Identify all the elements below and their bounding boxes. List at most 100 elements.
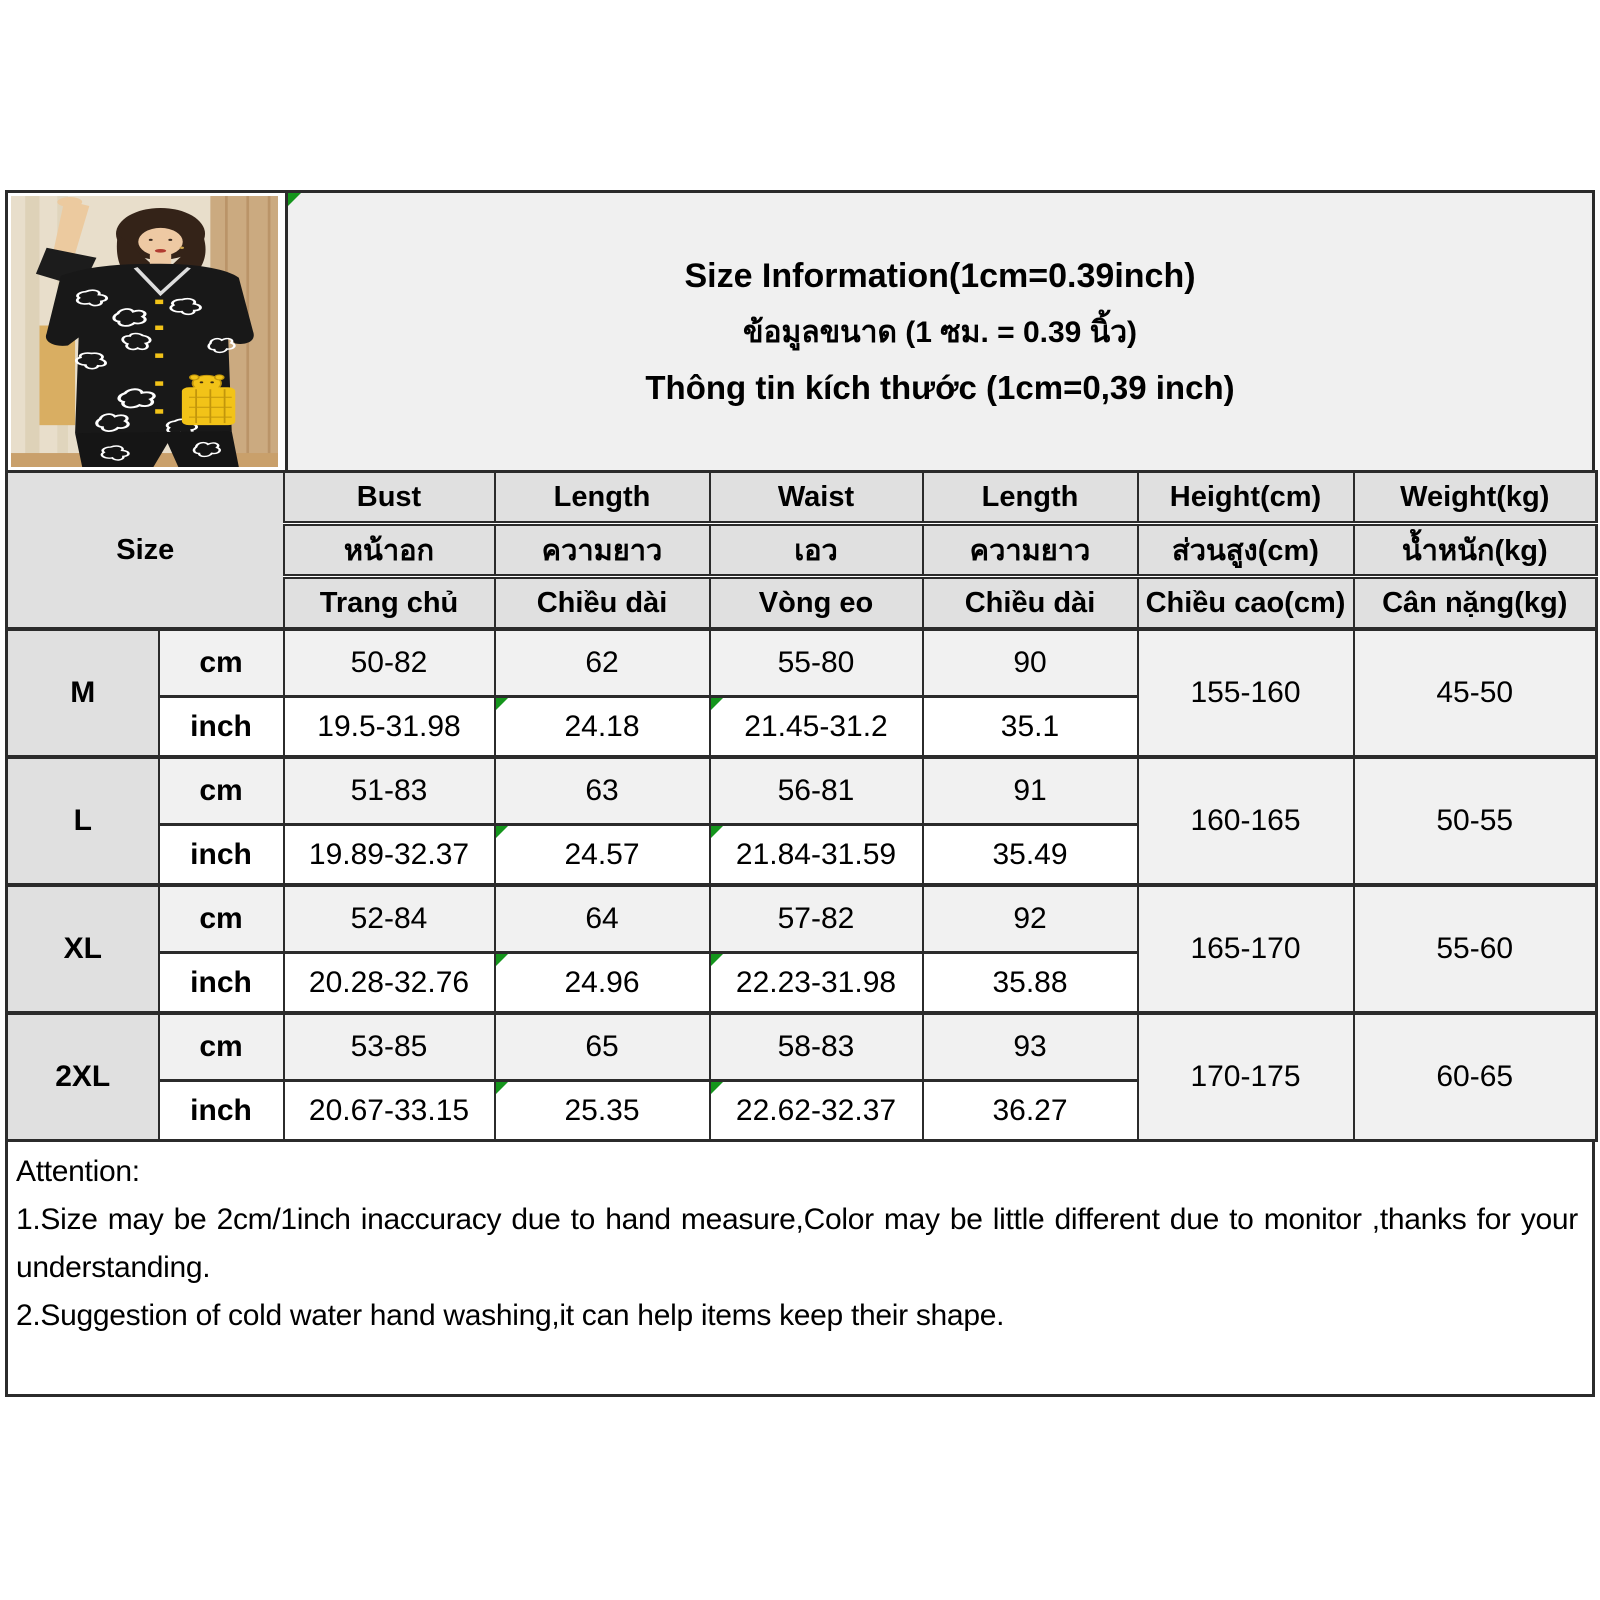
size-label-2xl: 2XL — [5, 1011, 160, 1142]
size-row-l-cm: L cm 51-83 63 56-81 91 160-165 50-55 — [5, 755, 1598, 886]
size-row-l-inch: inch 19.89-32.37 24.57 21.84-31.59 35.49 — [7, 823, 1597, 886]
green-corner-marker-icon — [711, 827, 723, 838]
value-cell-text: 24.96 — [564, 965, 640, 999]
size-row-xl-cm: XL cm 52-84 64 57-82 92 165-170 55-60 — [5, 883, 1598, 1014]
size-chart-content: COMFY PAJAMAS BRING GOOD SLEEP — [5, 190, 1598, 1397]
header-row-english: Size Bust Length Waist Length Height(cm)… — [5, 470, 1598, 630]
value-cell: 65 — [493, 1011, 711, 1082]
value-cell: 50-82 — [282, 627, 496, 698]
value-cell-text: 21.45-31.2 — [744, 709, 888, 743]
excel-corner-marker-icon — [288, 193, 301, 206]
value-cell: 19.5-31.98 — [282, 695, 496, 758]
yellow-bear-patch — [181, 374, 236, 426]
value-cell: 62 — [493, 627, 711, 698]
green-corner-marker-icon — [711, 1083, 723, 1094]
attention-note-2: 2.Suggestion of cold water hand washing,… — [16, 1299, 1005, 1332]
weight-cell-m: 45-50 — [1352, 627, 1598, 758]
unit-cm-cell: cm — [157, 883, 285, 954]
header-top-length-en: Length — [493, 470, 711, 525]
value-cell: 24.96 — [493, 951, 711, 1014]
value-cell: 21.45-31.2 — [708, 695, 924, 758]
value-cell-text: 25.35 — [564, 1093, 640, 1127]
title-vietnamese: Thông tin kích thước (1cm=0,39 inch) — [645, 368, 1235, 406]
value-cell-text: 21.84-31.59 — [735, 837, 897, 871]
value-cell: 20.67-33.15 — [282, 1079, 496, 1142]
attention-note-1: 1.Size may be 2cm/1inch inaccuracy due t… — [16, 1203, 1578, 1284]
value-cell: 19.89-32.37 — [282, 823, 496, 886]
value-cell: 93 — [921, 1011, 1139, 1082]
header-pants-length-en: Length — [921, 470, 1139, 525]
header-height-en: Height(cm) — [1136, 470, 1355, 525]
value-cell: 25.35 — [493, 1079, 711, 1142]
size-row-m-inch: inch 19.5-31.98 24.18 21.45-31.2 35.1 — [7, 695, 1597, 758]
title-english: Size Information(1cm=0.39inch) — [684, 256, 1196, 295]
value-cell: 63 — [493, 755, 711, 826]
header-bust-vi: Trang chủ — [282, 574, 496, 630]
value-cell: 35.1 — [921, 695, 1139, 758]
value-cell: 56-81 — [708, 755, 924, 826]
value-cell-text: 22.62-32.37 — [735, 1093, 897, 1127]
value-cell: 35.49 — [921, 823, 1139, 886]
size-row-2xl-inch: inch 20.67-33.15 25.35 22.62-32.37 36.27 — [7, 1079, 1597, 1142]
product-photo-model — [11, 196, 278, 467]
unit-cm-cell: cm — [157, 627, 285, 698]
value-cell: 22.23-31.98 — [708, 951, 924, 1014]
size-row-2xl-cm: 2XL cm 53-85 65 58-83 93 170-175 60-65 — [5, 1011, 1598, 1142]
value-cell: 36.27 — [921, 1079, 1139, 1142]
weight-cell-2xl: 60-65 — [1352, 1011, 1598, 1142]
height-cell-xl: 165-170 — [1136, 883, 1355, 1014]
unit-inch-cell: inch — [157, 823, 285, 886]
header-row-vietnamese: Trang chủ Chiều dài Vòng eo Chiều dài Ch… — [7, 574, 1598, 630]
value-cell: 58-83 — [708, 1011, 924, 1082]
size-row-xl-inch: inch 20.28-32.76 24.96 22.23-31.98 35.88 — [7, 951, 1597, 1014]
value-cell: 35.88 — [921, 951, 1139, 1014]
value-cell: 21.84-31.59 — [708, 823, 924, 886]
value-cell: 53-85 — [282, 1011, 496, 1082]
attention-heading: Attention: — [16, 1155, 140, 1188]
title-thai: ข้อมูลขนาด (1 ซม. = 0.39 นิ้ว) — [742, 315, 1138, 349]
unit-inch-cell: inch — [157, 695, 285, 758]
unit-inch-cell: inch — [157, 951, 285, 1014]
header-height-vi: Chiều cao(cm) — [1136, 574, 1355, 630]
green-corner-marker-icon — [496, 827, 508, 838]
value-cell: 24.57 — [493, 823, 711, 886]
unit-cm-cell: cm — [157, 755, 285, 826]
weight-cell-xl: 55-60 — [1352, 883, 1598, 1014]
header-row-thai: หน้าอก ความยาว เอว ความยาว ส่วนสูง(cm) น… — [7, 521, 1598, 578]
size-label-xl: XL — [5, 883, 160, 1014]
height-cell-l: 160-165 — [1136, 755, 1355, 886]
size-row-m-cm: M cm 50-82 62 55-80 90 155-160 45-50 — [5, 627, 1598, 758]
unit-inch-cell: inch — [157, 1079, 285, 1142]
value-cell: 90 — [921, 627, 1139, 698]
header-weight-en: Weight(kg) — [1352, 470, 1598, 525]
header-weight-vi: Cân nặng(kg) — [1352, 574, 1598, 630]
green-corner-marker-icon — [711, 955, 723, 966]
unit-cm-cell: cm — [157, 1011, 285, 1082]
size-column-header: Size — [5, 470, 285, 630]
header-height-th: ส่วนสูง(cm) — [1136, 521, 1355, 578]
value-cell: 55-80 — [708, 627, 924, 698]
header-waist-vi: Vòng eo — [708, 574, 924, 630]
header-waist-en: Waist — [708, 470, 924, 525]
value-cell: 22.62-32.37 — [708, 1079, 924, 1142]
green-corner-marker-icon — [496, 1083, 508, 1094]
value-cell: 92 — [921, 883, 1139, 954]
size-table: Size Bust Length Waist Length Height(cm)… — [5, 470, 1598, 1142]
model-figure — [35, 196, 254, 467]
product-photos: COMFY PAJAMAS BRING GOOD SLEEP — [8, 193, 285, 470]
size-info-title-block: Size Information(1cm=0.39inch) ข้อมูลขนา… — [285, 193, 1592, 470]
value-cell-text: 24.18 — [564, 709, 640, 743]
value-cell: 91 — [921, 755, 1139, 826]
weight-cell-l: 50-55 — [1352, 755, 1598, 886]
green-corner-marker-icon — [496, 955, 508, 966]
green-corner-marker-icon — [496, 699, 508, 710]
value-cell-text: 24.57 — [564, 837, 640, 871]
top-section: COMFY PAJAMAS BRING GOOD SLEEP — [5, 190, 1595, 470]
value-cell: 51-83 — [282, 755, 496, 826]
size-label-m: M — [5, 627, 160, 758]
green-corner-marker-icon — [711, 699, 723, 710]
value-cell: 57-82 — [708, 883, 924, 954]
height-cell-2xl: 170-175 — [1136, 1011, 1355, 1142]
value-cell: 64 — [493, 883, 711, 954]
header-pants-length-vi: Chiều dài — [921, 574, 1139, 630]
